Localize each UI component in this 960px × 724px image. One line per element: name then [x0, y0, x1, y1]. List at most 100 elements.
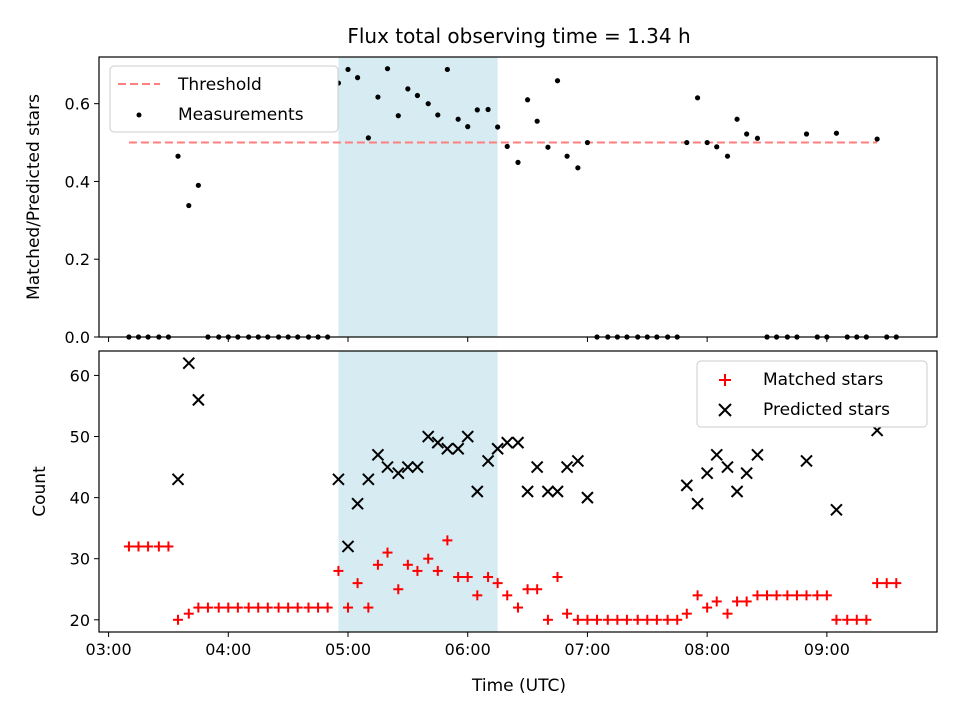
predicted-stars-point — [560, 460, 574, 474]
x-b — [700, 466, 714, 480]
count-legend-box — [696, 360, 928, 428]
matched-stars-point — [861, 614, 872, 625]
legend-predicted-label: Predicted stars — [763, 400, 890, 420]
predicted-stars-point — [332, 473, 345, 486]
y-tick-label: 20 — [70, 611, 90, 630]
predicted-stars-point — [381, 460, 394, 474]
predicted-stars-point — [721, 460, 734, 474]
matched-stars-point — [651, 614, 662, 625]
measurement-point — [455, 116, 461, 122]
matched-stars-point — [423, 553, 434, 564]
predicted-stars-point — [182, 357, 195, 370]
predicted-stars-point — [371, 448, 385, 462]
matched-stars-point — [393, 584, 404, 595]
x-b — [730, 485, 744, 498]
predicted-stars-point — [401, 460, 415, 474]
measurement-point — [435, 112, 441, 118]
x-b — [541, 485, 555, 498]
x-tick-label: 03:00 — [86, 640, 132, 659]
predicted-stars-point — [530, 460, 544, 474]
matched-stars-point — [133, 541, 144, 552]
matched-stars-point — [243, 602, 254, 613]
measurement-point — [384, 66, 391, 72]
x-tick-label: 06:00 — [445, 640, 491, 659]
measurement-point — [584, 139, 591, 146]
measurement-point — [833, 130, 840, 136]
measurement-point — [704, 139, 710, 146]
y-tick-label: 0.4 — [65, 172, 90, 191]
matched-stars-point — [621, 614, 632, 625]
x-b — [451, 442, 465, 455]
x-b — [751, 448, 764, 462]
x-b — [680, 479, 694, 492]
predicted-stars-point — [422, 430, 435, 443]
matched-stars-point — [872, 578, 883, 589]
matched-stars-point — [363, 602, 374, 613]
matched-stars-point — [842, 614, 853, 625]
count-legend: Matched stars Predicted stars — [696, 360, 928, 428]
x-b — [511, 436, 525, 449]
measurement-point — [754, 135, 761, 141]
measurement-point — [365, 135, 371, 141]
predicted-stars-point — [392, 466, 405, 480]
matched-stars-point — [223, 602, 234, 613]
measurement-point — [515, 159, 521, 165]
x-b — [411, 460, 424, 474]
x-b — [392, 466, 405, 480]
matched-stars-point — [213, 602, 224, 613]
matched-stars-point — [262, 602, 273, 613]
matched-stars-point — [173, 614, 184, 625]
x-b — [530, 460, 544, 474]
predicted-stars-point — [451, 442, 465, 455]
matched-stars-point — [283, 602, 294, 613]
x-b — [351, 497, 364, 510]
legend-predicted-swatch — [718, 403, 732, 417]
predicted-stars-point — [691, 497, 704, 510]
measurement-point — [485, 106, 491, 113]
x-b — [691, 497, 704, 510]
predicted-stars-point — [740, 466, 753, 480]
measurement-point — [375, 94, 381, 100]
matched-stars-point — [831, 614, 842, 625]
matched-stars-point — [851, 614, 862, 625]
matched-stars-point — [472, 590, 483, 601]
matched-stars-point — [692, 590, 703, 601]
measurement-point — [175, 153, 181, 159]
y-tick-label: 40 — [70, 489, 90, 508]
ratio-marks — [126, 66, 899, 340]
measurement-point — [425, 101, 431, 107]
y-tick-label: 30 — [70, 550, 90, 569]
measurement-point — [465, 124, 471, 130]
x-b — [341, 540, 355, 553]
x-b — [422, 430, 435, 443]
measurement-point — [545, 144, 551, 150]
count-y-axis-label: Count — [30, 466, 50, 517]
matched-stars-point — [562, 608, 573, 619]
matched-stars-point — [552, 572, 563, 583]
matched-stars-point — [232, 602, 243, 613]
y-tick-label: 60 — [70, 366, 90, 385]
x-b — [362, 473, 375, 486]
matched-stars-point — [322, 602, 333, 613]
predicted-stars-point — [571, 454, 585, 468]
predicted-stars-point — [710, 448, 723, 462]
predicted-stars-point — [751, 448, 764, 462]
predicted-stars-point — [491, 442, 504, 455]
y-tick-label: 0.6 — [65, 95, 90, 114]
matched-stars-point — [522, 584, 533, 595]
matched-stars-point — [752, 590, 763, 601]
measurement-point — [874, 136, 880, 142]
matched-stars-point — [273, 602, 284, 613]
matched-stars-point — [771, 590, 782, 601]
matched-stars-point — [183, 608, 194, 619]
chart-title: Flux total observing time = 1.34 h — [347, 24, 690, 48]
matched-stars-point — [642, 614, 653, 625]
matched-stars-point — [732, 596, 743, 607]
matched-stars-point — [143, 541, 154, 552]
x-b — [332, 473, 345, 486]
x-b — [401, 460, 415, 474]
x-b — [521, 485, 534, 498]
x-tick-label: 08:00 — [684, 640, 730, 659]
matched-stars-point — [542, 614, 553, 625]
x-tick-label: 05:00 — [325, 640, 371, 659]
